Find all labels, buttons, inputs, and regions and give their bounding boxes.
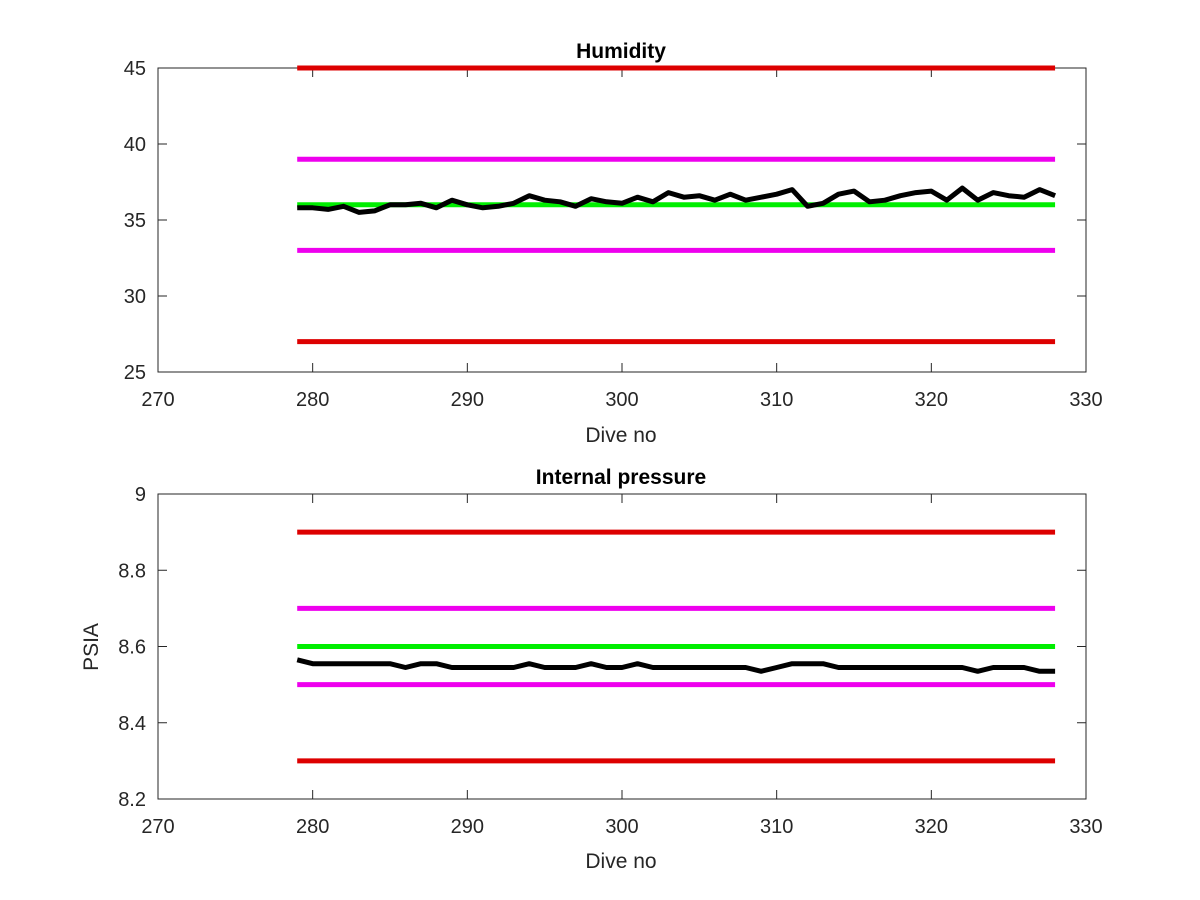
internal-pressure-x-tick-label: 320 [915,816,948,838]
internal-pressure-x-tick-label: 270 [141,816,174,838]
internal-pressure-x-tick-label: 300 [605,816,638,838]
internal-pressure-x-tick-label: 330 [1069,816,1102,838]
internal-pressure-x-tick-label: 310 [760,816,793,838]
humidity-y-tick-label: 45 [124,58,146,80]
humidity-x-tick-label: 280 [296,389,329,411]
humidity-y-tick-label: 35 [124,210,146,232]
internal-pressure-ylabel: PSIA [80,623,103,671]
humidity-subplot: Humidity Dive no 270 280 290 300 310 320 330 25… [124,40,1103,447]
internal-pressure-x-tick-label: 290 [451,816,484,838]
humidity-y-tick-label: 40 [124,134,146,156]
humidity-x-tick-label: 270 [141,389,174,411]
internal-pressure-y-tick-label: 8.4 [118,713,146,735]
internal-pressure-y-tick-label: 9 [135,484,146,506]
humidity-x-tick-label: 290 [451,389,484,411]
humidity-x-tick-label: 320 [915,389,948,411]
humidity-series-line [297,185,1057,215]
internal-pressure-y-tick-label: 8.2 [118,789,146,811]
humidity-axes-box [157,67,1087,373]
internal-pressure-title: Internal pressure [536,466,706,489]
humidity-y-tick-label: 25 [124,362,146,384]
humidity-x-tick-label: 330 [1069,389,1102,411]
humidity-title: Humidity [576,40,666,63]
humidity-y-tick-label: 30 [124,286,146,308]
internal-pressure-x-tick-label: 280 [296,816,329,838]
humidity-x-tick-label: 310 [760,389,793,411]
internal-pressure-xlabel: Dive no [585,850,656,873]
internal-pressure-subplot: Internal pressure Dive no PSIA 270 280 290… [80,466,1103,873]
humidity-xlabel: Dive no [585,424,656,447]
internal-pressure-y-tick-label: 8.6 [118,637,146,659]
internal-pressure-series-line [296,657,1056,674]
humidity-x-tick-label: 300 [605,389,638,411]
internal-pressure-y-tick-label: 8.8 [118,560,146,582]
